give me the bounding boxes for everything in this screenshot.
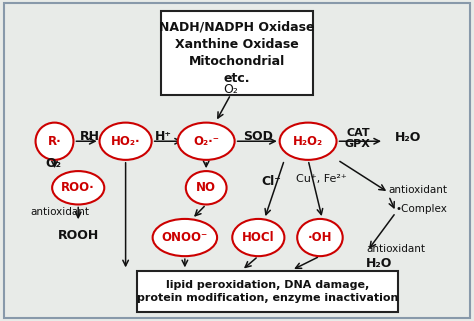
Ellipse shape bbox=[297, 219, 343, 256]
Text: H⁺: H⁺ bbox=[155, 130, 172, 143]
Text: H₂O: H₂O bbox=[394, 131, 421, 143]
Ellipse shape bbox=[280, 123, 337, 160]
Text: RH: RH bbox=[80, 130, 100, 143]
Text: antioxidant: antioxidant bbox=[366, 244, 425, 254]
Ellipse shape bbox=[36, 123, 73, 160]
Text: O₂·⁻: O₂·⁻ bbox=[193, 135, 219, 148]
Ellipse shape bbox=[178, 123, 235, 160]
Text: O₂: O₂ bbox=[45, 157, 61, 170]
Text: HOCl: HOCl bbox=[242, 231, 274, 244]
Text: ·OH: ·OH bbox=[308, 231, 332, 244]
Text: HO₂·: HO₂· bbox=[111, 135, 140, 148]
Text: NADH/NADPH Oxidase
Xanthine Oxidase
Mitochondrial
etc.: NADH/NADPH Oxidase Xanthine Oxidase Mito… bbox=[159, 21, 315, 85]
FancyBboxPatch shape bbox=[137, 271, 398, 312]
FancyBboxPatch shape bbox=[161, 11, 313, 95]
Text: antioxidant: antioxidant bbox=[31, 207, 90, 217]
Text: lipid peroxidation, DNA damage,
protein modification, enzyme inactivation: lipid peroxidation, DNA damage, protein … bbox=[137, 280, 399, 303]
Text: antioxidant: antioxidant bbox=[389, 185, 447, 195]
Text: NO: NO bbox=[196, 181, 216, 194]
Ellipse shape bbox=[186, 171, 227, 204]
Text: ROOH: ROOH bbox=[57, 230, 99, 242]
Text: R·: R· bbox=[47, 135, 62, 148]
Ellipse shape bbox=[153, 219, 217, 256]
Text: H₂O₂: H₂O₂ bbox=[293, 135, 323, 148]
Text: Cl⁻: Cl⁻ bbox=[262, 175, 282, 188]
Text: H₂O: H₂O bbox=[366, 257, 392, 270]
Text: ONOO⁻: ONOO⁻ bbox=[162, 231, 208, 244]
Text: Cu⁺, Fe²⁺: Cu⁺, Fe²⁺ bbox=[296, 174, 347, 184]
Text: ROO·: ROO· bbox=[61, 181, 95, 194]
Text: CAT
GPX: CAT GPX bbox=[345, 128, 371, 150]
Text: •Complex: •Complex bbox=[396, 204, 447, 214]
Text: O₂: O₂ bbox=[223, 83, 238, 96]
Text: SOD: SOD bbox=[243, 130, 273, 143]
Ellipse shape bbox=[100, 123, 152, 160]
Ellipse shape bbox=[52, 171, 104, 204]
Ellipse shape bbox=[232, 219, 284, 256]
